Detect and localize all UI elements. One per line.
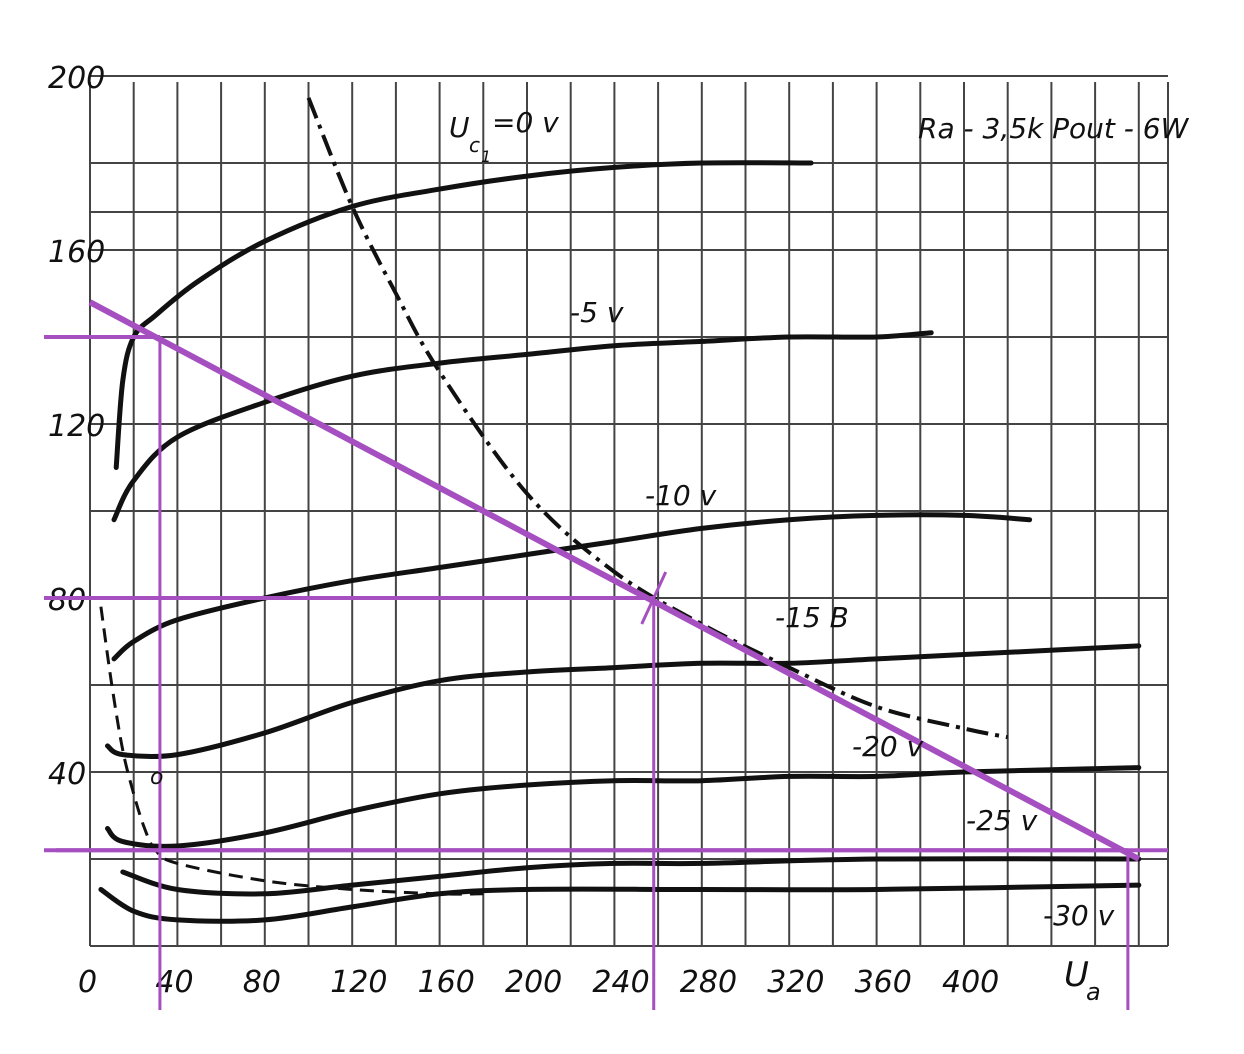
x-tick-label: 40	[155, 965, 193, 1000]
series-line-30-v	[98, 882, 1142, 924]
curve-label-5v: -5 v	[570, 296, 624, 329]
series-line-5-v	[111, 330, 934, 523]
curve-label-10v: -10 v	[645, 479, 717, 512]
power-limit-curve	[306, 97, 1009, 740]
x-axis-label: U a	[1064, 955, 1101, 1006]
series-line-15-B	[105, 643, 1142, 760]
x-axis-label-main: U	[1064, 955, 1089, 995]
operating-point-marker	[640, 571, 668, 625]
y-tick-label: 200	[48, 61, 105, 96]
curve-label-uc1-main: U	[449, 111, 470, 144]
x-tick-label: 400	[942, 965, 999, 1000]
plate-curves	[98, 97, 1142, 924]
load-line	[88, 299, 1141, 862]
x-axis-label-sub: a	[1086, 978, 1101, 1006]
x-tick-label: 360	[855, 965, 912, 1000]
curve-label-15v: -15 B	[775, 601, 849, 634]
y-tick-label: 80	[48, 583, 86, 618]
curve-label-uc1-subsub: 1	[481, 147, 491, 166]
series-line-25-v	[120, 856, 1142, 897]
curve-group	[98, 97, 1142, 924]
x-tick-label: 0	[78, 965, 97, 1000]
load-line-overlay	[44, 299, 1168, 1010]
x-axis-ticks: 0 40 80 120 160 200 240 280 320 360 400	[78, 965, 999, 1000]
y-tick-label: 160	[48, 235, 105, 270]
curve-label-circle: o	[150, 765, 163, 790]
y-tick-label: 40	[48, 757, 86, 792]
x-tick-label: 160	[418, 965, 475, 1000]
curve-label-uc1-sub: c	[469, 133, 480, 157]
curve-label-uc1: U c 1 =0 v	[449, 106, 559, 166]
x-tick-label: 80	[243, 965, 281, 1000]
y-axis-ticks: 200 160 120 80 40	[48, 61, 105, 792]
x-tick-label: 240	[592, 965, 649, 1000]
series-line-20-v	[105, 765, 1142, 849]
x-tick-label: 320	[767, 965, 824, 1000]
series-line-10-v	[111, 512, 1033, 662]
x-tick-label: 200	[505, 965, 562, 1000]
curve-label-25v: -25 v	[966, 804, 1038, 837]
x-tick-label: 120	[330, 965, 387, 1000]
curve-label-uc1-value: =0 v	[492, 106, 559, 139]
cutoff-dashed-curve	[99, 606, 484, 896]
curve-label-20v: -20 v	[852, 730, 924, 763]
y-tick-label: 120	[48, 409, 105, 444]
x-tick-label: 280	[680, 965, 737, 1000]
curve-label-30v: -30 v	[1043, 899, 1115, 932]
chart-annotation: Ra - 3,5k Pout - 6W	[918, 112, 1190, 145]
